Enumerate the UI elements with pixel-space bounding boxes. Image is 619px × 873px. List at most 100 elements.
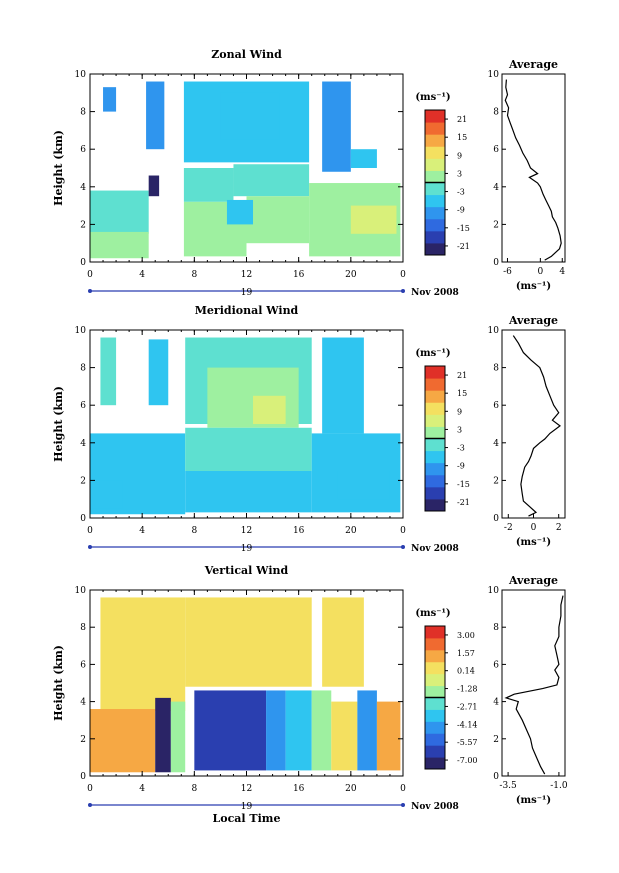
profile-line	[504, 595, 564, 775]
day-label: 19	[241, 802, 253, 812]
wind-cell	[185, 427, 312, 471]
profile-y-tick-label: 8	[493, 364, 499, 374]
colorbar-tick-label: 1.57	[457, 649, 475, 658]
profile-title: Average	[508, 58, 558, 71]
day-bar-end	[401, 803, 405, 807]
profile-frame	[501, 589, 566, 777]
wind-cell	[100, 597, 186, 711]
profile-y-tick-label: 0	[493, 258, 499, 268]
wind-cell	[285, 690, 312, 771]
colorbar-step	[425, 498, 445, 512]
wind-cell	[90, 190, 149, 234]
y-tick-label: 0	[80, 772, 86, 782]
y-tick-label: 8	[80, 108, 86, 118]
x-tick-label: 16	[293, 270, 305, 280]
wind-cell	[233, 164, 310, 197]
colorbar-tick-label: 3	[457, 169, 462, 178]
profile-title: Average	[508, 314, 558, 327]
colorbar-step	[425, 486, 445, 500]
x-tick-label: 20	[345, 526, 357, 536]
colorbar-step	[425, 757, 445, 770]
date-label: Nov 2008	[411, 544, 459, 554]
profile-y-tick-label: 10	[488, 586, 500, 596]
wind-cell	[183, 168, 234, 202]
colorbar-tick-label: -3	[457, 188, 465, 197]
profile-x-tick-label: 0	[531, 523, 537, 533]
profile-x-tick-label: 0	[537, 267, 543, 277]
x-tick-label: 12	[241, 526, 252, 536]
colorbar-step	[425, 218, 445, 232]
y-tick-label: 2	[80, 220, 86, 230]
colorbar-step	[425, 390, 445, 403]
colorbar-tick-label: -1.28	[457, 685, 478, 694]
colorbar-step	[425, 649, 445, 663]
profile-y-tick-label: 4	[493, 183, 499, 193]
colorbar-unit: (ms⁻¹)	[415, 92, 450, 103]
wind-cell	[155, 697, 171, 773]
profile-y-tick-label: 2	[493, 476, 499, 486]
x-tick-label: 0	[87, 784, 93, 794]
wind-cell	[185, 597, 312, 687]
colorbar-step	[425, 158, 445, 171]
colorbar-step	[425, 194, 445, 208]
colorbar-step	[425, 402, 445, 415]
y-tick-label: 2	[80, 476, 86, 486]
x-tick-label: 8	[191, 784, 197, 794]
colorbar-tick-label: 3.00	[457, 631, 475, 640]
colorbar-tick-label: -3	[457, 444, 465, 453]
wind-cell	[350, 149, 377, 168]
profile-y-tick-label: 6	[493, 660, 499, 670]
colorbar-step	[425, 426, 445, 439]
wind-cell	[246, 196, 310, 244]
panel-title: Zonal Wind	[211, 48, 282, 61]
y-tick-label: 8	[80, 623, 86, 633]
colorbar-tick-label: 15	[457, 133, 467, 142]
colorbar-unit: (ms⁻¹)	[415, 608, 450, 619]
wind-cell	[376, 701, 401, 771]
colorbar-tick-label: -5.57	[457, 738, 478, 747]
profile-x-label: (ms⁻¹)	[516, 795, 551, 806]
colorbar-step	[425, 206, 445, 220]
colorbar-tick-label: -15	[457, 480, 470, 489]
wind-cell	[170, 701, 186, 773]
colorbar-step	[425, 450, 445, 464]
x-tick-label: 20	[345, 270, 357, 280]
x-axis-label: Local Time	[213, 812, 281, 825]
wind-field	[90, 597, 401, 773]
profile-line	[504, 79, 562, 261]
colorbar-tick-label: 9	[457, 151, 462, 160]
y-axis-label: Height (km)	[52, 645, 65, 721]
profile-title: Average	[508, 574, 558, 587]
colorbar-step	[425, 230, 445, 244]
colorbar-step	[425, 474, 445, 488]
y-tick-label: 6	[80, 660, 86, 670]
x-tick-label: 8	[191, 526, 197, 536]
x-tick-label: 16	[293, 526, 305, 536]
colorbar-step	[425, 709, 445, 722]
colorbar-step	[425, 378, 445, 391]
colorbar-tick-label: -7.00	[457, 756, 478, 765]
colorbar-step	[425, 697, 445, 710]
y-tick-label: 6	[80, 145, 86, 155]
profile-y-tick-label: 6	[493, 145, 499, 155]
profile-x-tick-label: -6	[503, 267, 512, 277]
colorbar-tick-label: 3	[457, 425, 462, 434]
profile-y-tick-label: 4	[493, 698, 499, 708]
colorbar-step	[425, 110, 445, 123]
colorbar-tick-label: 21	[457, 115, 467, 124]
wind-cell	[194, 690, 267, 771]
day-label: 19	[241, 544, 253, 554]
panel-title: Meridional Wind	[195, 304, 299, 317]
wind-cell	[350, 205, 397, 234]
profile-y-tick-label: 8	[493, 108, 499, 118]
wind-cell	[322, 81, 351, 172]
colorbar-step	[425, 170, 445, 183]
day-bar-end	[88, 545, 92, 549]
profile-x-tick-label: -3.5	[499, 781, 517, 791]
colorbar-tick-label: -21	[457, 498, 470, 507]
y-tick-label: 10	[75, 70, 87, 80]
wind-cell	[90, 231, 149, 259]
colorbar-step	[425, 134, 445, 147]
